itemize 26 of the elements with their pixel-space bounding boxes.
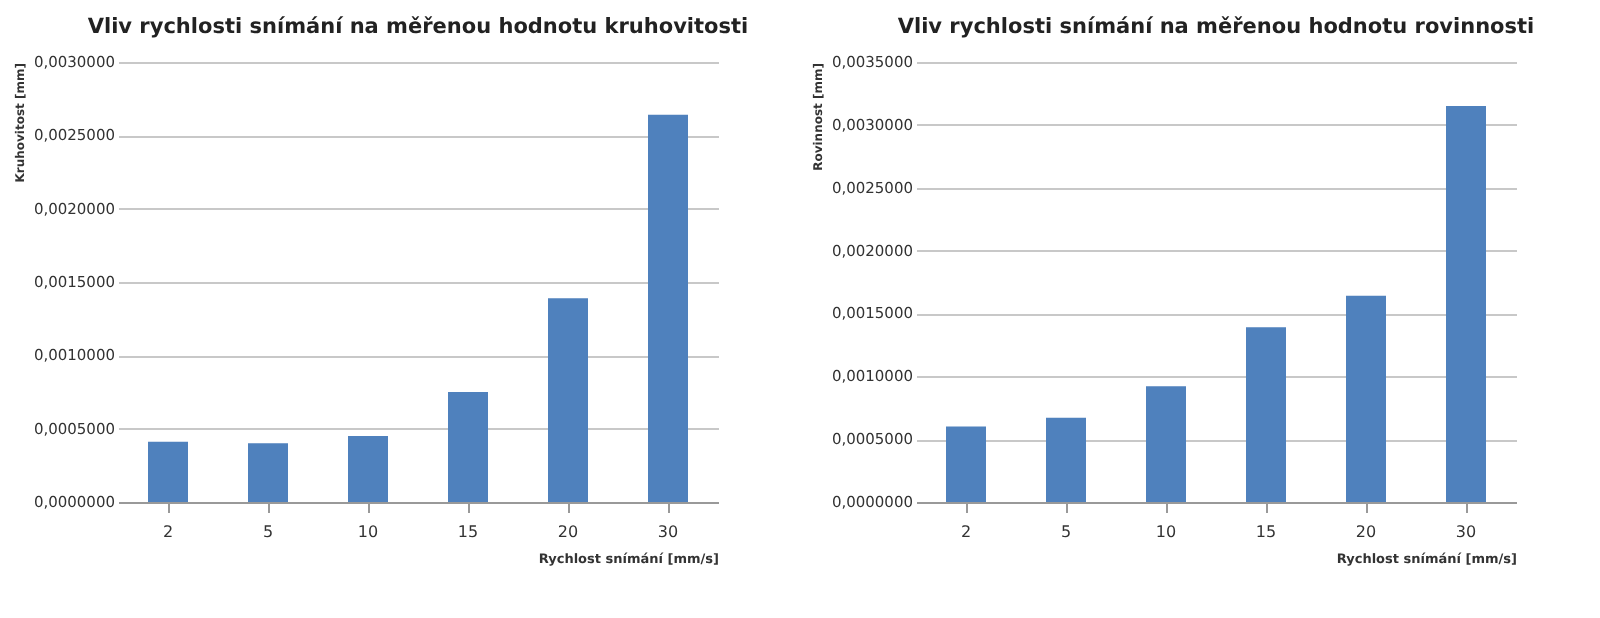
x-tick-label: 15 (1255, 523, 1277, 541)
bar (248, 443, 288, 502)
bar (1046, 417, 1086, 502)
bar (648, 114, 688, 502)
bar (1246, 327, 1286, 502)
x-tick-label: 30 (1455, 523, 1477, 541)
x-tick-label: 10 (357, 523, 379, 541)
bar (946, 426, 986, 502)
x-tick-label: 20 (557, 523, 579, 541)
x-tick-label: 5 (1060, 523, 1072, 541)
bar (448, 392, 488, 502)
x-tick-label: 15 (457, 523, 479, 541)
x-tick-label: 20 (1355, 523, 1377, 541)
x-tick-label: 5 (262, 523, 274, 541)
chart-title: Vliv rychlosti snímání na měřenou hodnotu kruhovitosti (87, 15, 749, 39)
bar (1146, 386, 1186, 502)
bar (1446, 106, 1486, 502)
chart-title: Vliv rychlosti snímání na měřenou hodnotu rovinnosti (897, 15, 1535, 39)
x-tick-label: 10 (1155, 523, 1177, 541)
bar (1346, 295, 1386, 502)
bar (148, 441, 188, 502)
x-tick-label: 30 (657, 523, 679, 541)
x-tick-label: 2 (162, 523, 174, 541)
bar (548, 298, 588, 502)
x-tick-label: 2 (960, 523, 972, 541)
bar (348, 436, 388, 502)
